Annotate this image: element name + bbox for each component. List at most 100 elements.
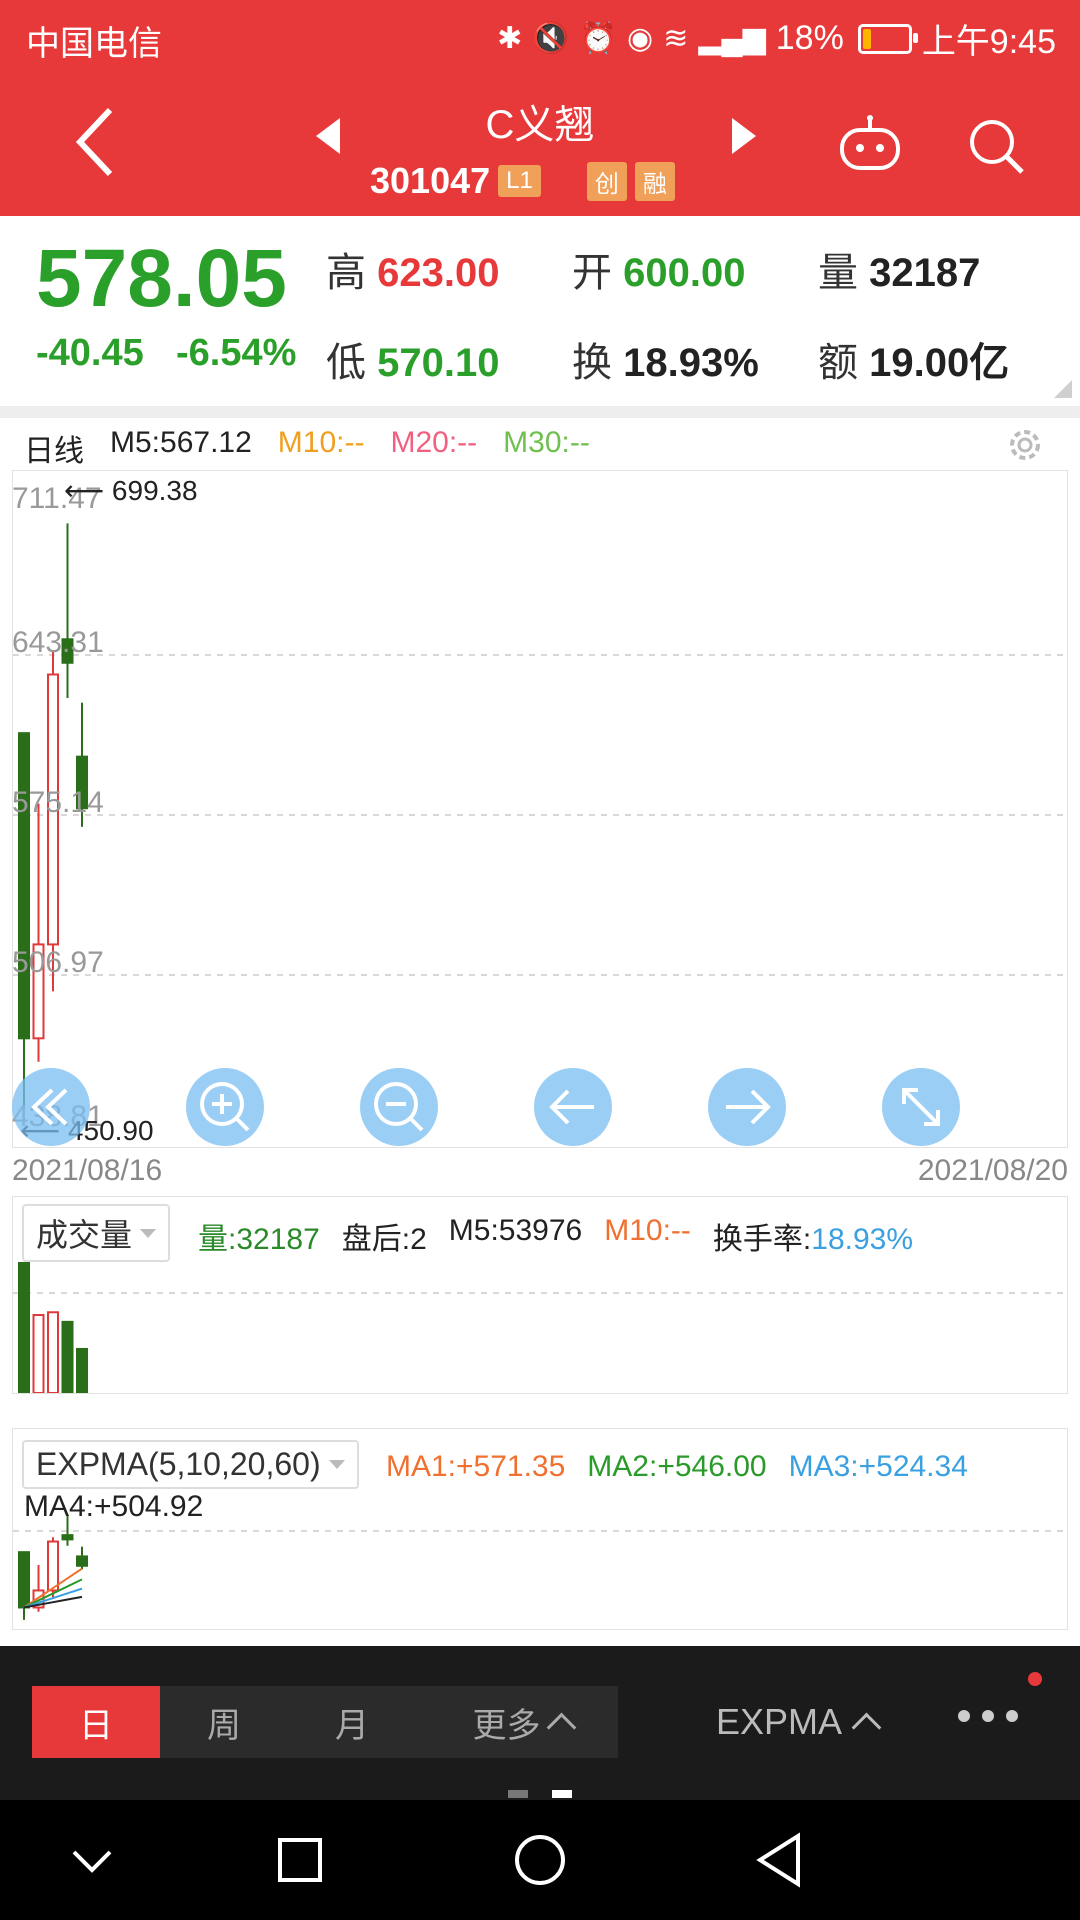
divider [0,406,1080,418]
candle-body [47,1540,59,1592]
amount-label: 额 [818,341,858,385]
bluetooth-icon: ✱ [497,22,523,55]
triangle-left-icon [316,118,340,154]
m30-value: M30:-- [503,426,590,459]
price-change: -40.45 [36,332,144,374]
period-more-button[interactable]: 更多 [422,1686,622,1758]
expand-corner-icon[interactable] [1054,380,1072,398]
search-button[interactable] [966,116,1026,181]
candle-body [61,1534,74,1541]
m5-value: M5:567.12 [110,426,252,459]
period-label: 日线 [24,435,84,468]
scroll-start-button[interactable] [12,1068,90,1146]
kline-legend: 日线 M5:567.12 M10:-- M20:-- M30:-- [24,426,590,470]
recent-apps-icon[interactable] [276,1836,324,1884]
vol-m5: M5:53976 [448,1214,583,1247]
ma2-value: MA2:+546.00 [587,1450,767,1483]
double-chevron-left-icon [31,1088,68,1126]
indicator-select[interactable]: EXPMA(5,10,20,60) [22,1440,359,1489]
indicator-panel [12,1428,1068,1630]
candle-body [61,638,74,664]
turnover-rate: 换手率:18.93% [713,1214,913,1258]
notification-dot [1028,1672,1042,1686]
amount-item: 额 19.00亿 [818,330,1009,388]
indicator-switch-button[interactable]: EXPMA [716,1686,882,1758]
candle-body [18,732,30,1040]
start-date-label: 2021/08/16 [12,1154,163,1187]
volume-bar [47,1311,59,1393]
price-axis-label: 506.97 [12,946,104,979]
stock-name: C义翘 [485,103,595,147]
more-dots-icon [1006,1710,1018,1722]
ma1-line [23,1567,83,1609]
vol-m10: M10:-- [604,1214,691,1247]
nav-chevron-down-icon[interactable] [66,1842,118,1878]
fullscreen-button[interactable] [882,1068,960,1146]
period-day-button[interactable]: 日 [32,1686,160,1758]
arrow-left-icon [549,1089,594,1125]
prev-stock-button[interactable] [316,118,340,154]
candle-body [76,755,88,810]
page-indicator [508,1790,528,1798]
triangle-right-icon [732,118,756,154]
indicator-switch-label: EXPMA [716,1701,843,1742]
ma4-value: MA4:+504.92 [24,1490,204,1523]
turnover-value: 18.93% [623,341,759,385]
arrow-left-icon: ⟵ [64,475,112,506]
ma3-line [23,1587,83,1609]
scroll-right-button[interactable] [708,1068,786,1146]
end-date-label: 2021/08/20 [917,1154,1068,1187]
period-month-button[interactable]: 月 [335,1706,369,1745]
robot-assistant-button[interactable] [838,114,902,177]
low-value: 570.10 [377,341,500,385]
kline-chart[interactable] [12,470,1068,1148]
candle-body [18,1551,30,1609]
open-item: 开 600.00 [572,240,745,298]
quote-panel: 578.05 -40.45 -6.54% 高 623.00 开 600.00 量… [0,216,1080,406]
clock: 上午9:45 [921,23,1056,61]
ma2-line [23,1578,83,1609]
robot-icon [840,115,900,170]
low-item: 低 570.10 [326,330,499,388]
volume-bar [32,1314,45,1393]
price-axis-label: 575.14 [12,786,104,819]
volume-indicator-select[interactable]: 成交量 [22,1204,171,1262]
chart-settings-button[interactable] [1004,424,1046,471]
search-icon [970,120,1024,174]
period-week-button[interactable]: 周 [207,1706,241,1745]
turnover-item: 换 18.93% [572,330,759,388]
scroll-left-button[interactable] [534,1068,612,1146]
max-price-marker: ⟵ 699.38 [64,474,198,507]
margin-tag: 融 [634,161,675,201]
next-stock-button[interactable] [732,118,756,154]
zoom-out-icon [374,1082,424,1132]
battery-percent: 18% [775,19,844,57]
m10-value: M10:-- [277,426,365,459]
page-indicator-active [552,1790,572,1798]
more-dots-icon [982,1710,994,1722]
zoom-out-button[interactable] [360,1068,438,1146]
period-selector: 日 周 月 更多 [32,1686,618,1758]
price-change-pct: -6.54% [176,332,297,374]
back-button[interactable] [70,102,130,182]
ma1-value: MA1:+571.35 [386,1450,566,1483]
volume-svg [13,1262,1067,1393]
turnover-label: 换 [572,341,612,385]
nav-back-icon[interactable] [754,1832,804,1888]
wifi-icon: ≋ [663,22,689,55]
home-icon[interactable] [512,1832,568,1888]
turnover-rate-label: 换手率: [712,1223,812,1256]
after-hours-volume: 盘后:2 [341,1223,427,1256]
turnover-rate-value: 18.93% [811,1223,914,1256]
high-label: 高 [326,251,366,295]
indicator-legend: MA1:+571.35 MA2:+546.00 MA3:+524.34 [386,1450,968,1484]
gear-icon [1010,430,1040,460]
price-axis-label: 711.47 [12,482,102,515]
zoom-in-button[interactable] [186,1068,264,1146]
open-label: 开 [572,251,612,295]
eye-icon: ◉ [627,22,654,55]
more-options-button[interactable] [958,1710,1018,1722]
price-axis-label: 643.31 [12,626,104,659]
low-label: 低 [326,341,366,385]
indicator-svg [13,1514,1067,1620]
